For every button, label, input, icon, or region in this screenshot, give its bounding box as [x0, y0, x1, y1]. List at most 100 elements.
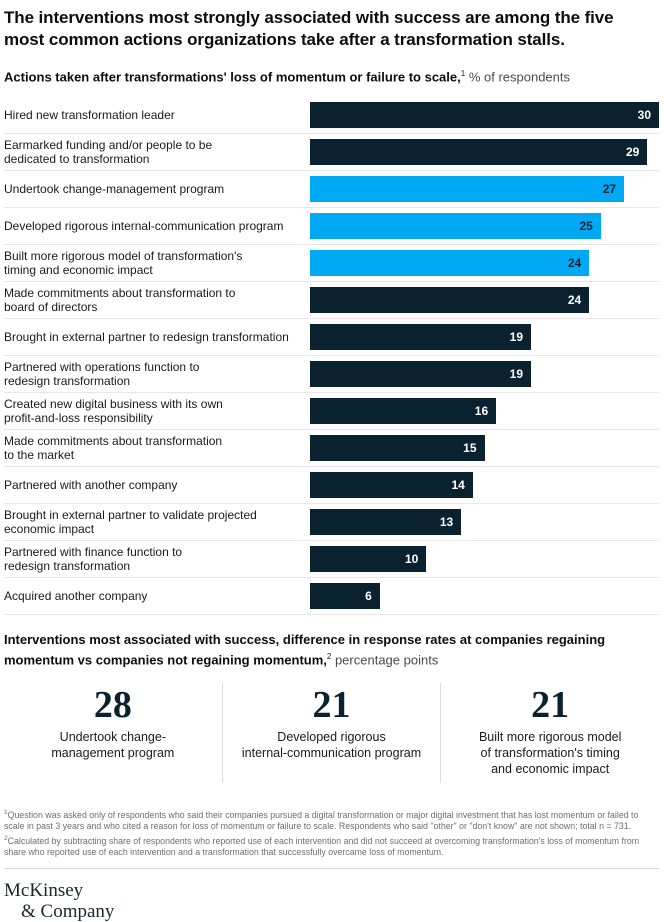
bar-track: 24 [310, 250, 659, 277]
bar-value: 16 [474, 404, 489, 419]
chart-subtitle-bold: Actions taken after transformations' los… [4, 69, 461, 85]
footnote-2: 2Calculated by subtracting share of resp… [4, 833, 656, 859]
bar-value: 15 [463, 441, 477, 456]
bar-track: 13 [310, 509, 659, 536]
bar: 27 [310, 176, 625, 203]
footnote-1-mark: 1 [4, 808, 8, 816]
bar-value: 25 [579, 219, 593, 234]
bar-value: 30 [637, 108, 651, 123]
chart-row: Built more rigorous model of transformat… [4, 245, 659, 283]
footnote-1: 1Question was asked only of respondents … [4, 807, 656, 833]
bar-label: Brought in external partner to validate … [4, 508, 257, 537]
bar-track: 27 [310, 176, 659, 203]
bar-value: 6 [365, 589, 372, 604]
bar: 19 [310, 361, 532, 388]
bar: 24 [310, 250, 590, 277]
bar-label: Partnered with finance function to redes… [4, 545, 183, 574]
stat-label: Undertook change- management program [51, 729, 175, 760]
footnote-2-text: Calculated by subtracting share of respo… [4, 835, 640, 858]
bar-track: 25 [310, 213, 659, 240]
bar-label: Created new digital business with its ow… [4, 397, 223, 426]
footnote-ref-2: 2 [326, 652, 332, 662]
chart-subtitle: Actions taken after transformations' los… [4, 66, 659, 85]
bar-track: 6 [310, 583, 659, 610]
bar-label: Acquired another company [4, 589, 148, 604]
stat-card: 28 Undertook change- management program [4, 683, 222, 783]
stat-value: 28 [93, 683, 132, 726]
bar-value: 24 [567, 293, 582, 308]
chart-row: Made commitments about transformation to… [4, 430, 659, 468]
bar-track: 16 [310, 398, 659, 425]
bar: 6 [310, 583, 380, 610]
bar-value: 24 [567, 256, 582, 271]
success-stats: 28 Undertook change- management program … [4, 682, 659, 783]
bar: 19 [310, 324, 532, 351]
bar-value: 27 [602, 182, 617, 197]
stat-label: Developed rigorous internal-communicatio… [241, 729, 422, 760]
bar-value: 10 [404, 552, 419, 567]
chart-row: Partnered with finance function to redes… [4, 541, 659, 579]
bar-track: 19 [310, 361, 659, 388]
bar-label: Partnered with operations function to re… [4, 360, 200, 389]
bar-label: Hired new transformation leader [4, 108, 175, 123]
chart-row: Undertook change-management program 27 [4, 171, 659, 209]
chart-subtitle-unit: % of respondents [465, 69, 570, 85]
stat-value: 21 [312, 683, 351, 726]
bar-label: Undertook change-management program [4, 182, 225, 197]
bar: 15 [310, 435, 485, 462]
bar: 29 [310, 139, 648, 166]
bar: 25 [310, 213, 601, 240]
bar-track: 15 [310, 435, 659, 462]
footnote-1-text: Question was asked only of respondents w… [4, 809, 639, 832]
chart-row: Earmarked funding and/or people to be de… [4, 134, 659, 172]
bar-label: Brought in external partner to redesign … [4, 330, 289, 345]
footnote-ref-1: 1 [460, 69, 466, 78]
chart-row: Hired new transformation leader 30 [4, 97, 659, 135]
bar-label: Built more rigorous model of transformat… [4, 249, 243, 278]
bar-track: 19 [310, 324, 659, 351]
bar: 10 [310, 546, 427, 573]
chart-row: Partnered with another company 14 [4, 467, 659, 505]
bar-label: Earmarked funding and/or people to be de… [4, 138, 213, 167]
footer: McKinsey & Company [4, 867, 659, 922]
bar-value: 29 [626, 145, 640, 160]
page-title: The interventions most strongly associat… [4, 8, 614, 49]
stat-label: Built more rigorous model of transformat… [478, 729, 622, 776]
bar-label: Made commitments about transformation to… [4, 434, 223, 463]
bar-label: Made commitments about transformation to… [4, 286, 236, 315]
logo-line-1: McKinsey [4, 879, 84, 901]
stat-card: 21 Built more rigorous model of transfor… [440, 682, 659, 783]
bar-label: Developed rigorous internal-communicatio… [4, 219, 284, 234]
success-heading-bold: Interventions most associated with succe… [4, 632, 606, 668]
stat-value: 21 [531, 683, 570, 726]
chart-row: Brought in external partner to validate … [4, 504, 659, 542]
bar: 13 [310, 509, 462, 536]
bar-chart: Hired new transformation leader 30 Earma… [4, 97, 659, 616]
bar: 14 [310, 472, 473, 499]
bar-value: 14 [451, 478, 465, 493]
stat-card: 21 Developed rigorous internal-communica… [221, 682, 441, 783]
footnote-2-mark: 2 [4, 834, 8, 842]
bar-track: 24 [310, 287, 659, 314]
bar: 16 [310, 398, 497, 425]
bar-track: 29 [310, 139, 659, 166]
bar-label: Partnered with another company [4, 478, 178, 493]
bar-value: 13 [439, 515, 454, 530]
bar-track: 10 [310, 546, 659, 573]
bar: 24 [310, 287, 590, 314]
success-heading-unit: percentage points [331, 652, 439, 668]
success-section-heading: Interventions most associated with succe… [4, 631, 652, 668]
bar-track: 14 [310, 472, 659, 499]
chart-row: Acquired another company 6 [4, 578, 659, 616]
bar-track: 30 [310, 102, 659, 129]
chart-row: Developed rigorous internal-communicatio… [4, 208, 659, 246]
bar-value: 19 [509, 367, 524, 382]
logo-line-2: & Company [21, 900, 115, 922]
chart-row: Brought in external partner to redesign … [4, 319, 659, 357]
chart-row: Made commitments about transformation to… [4, 282, 659, 320]
footnotes: 1Question was asked only of respondents … [4, 807, 656, 859]
chart-row: Partnered with operations function to re… [4, 356, 659, 394]
bar: 30 [310, 102, 659, 129]
chart-row: Created new digital business with its ow… [4, 393, 659, 431]
